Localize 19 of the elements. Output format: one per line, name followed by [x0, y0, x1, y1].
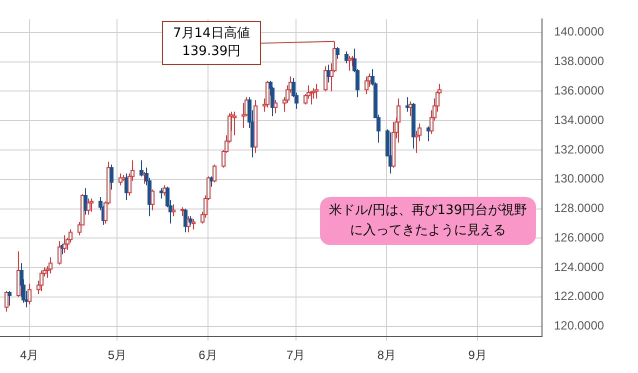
- x-tick-label: 7月: [286, 348, 306, 362]
- annotation: 7月14日高値 139.39円: [162, 21, 261, 66]
- y-tick-label: 128.0000: [554, 201, 604, 216]
- y-tick-label: 140.0000: [554, 24, 604, 39]
- y-tick-label: 120.0000: [554, 318, 604, 333]
- y-tick-label: 124.0000: [554, 260, 604, 274]
- y-tick-label: 126.0000: [554, 230, 604, 244]
- x-tick-label: 6月: [198, 348, 218, 362]
- y-tick-label: 134.0000: [554, 112, 604, 127]
- x-tick-label: 4月: [20, 348, 39, 362]
- y-tick-label: 122.0000: [554, 289, 604, 304]
- y-tick-label: 132.0000: [554, 142, 604, 156]
- annotation: 米ドル/円は、再び139円台が視野に入ってきたように見える: [320, 197, 536, 246]
- y-tick-label: 138.0000: [554, 54, 604, 68]
- x-tick-label: 8月: [377, 348, 396, 362]
- x-tick-label: 5月: [108, 348, 127, 362]
- y-tick-label: 130.0000: [554, 172, 604, 186]
- y-tick-label: 136.0000: [554, 84, 604, 98]
- x-tick-label: 9月: [468, 348, 487, 362]
